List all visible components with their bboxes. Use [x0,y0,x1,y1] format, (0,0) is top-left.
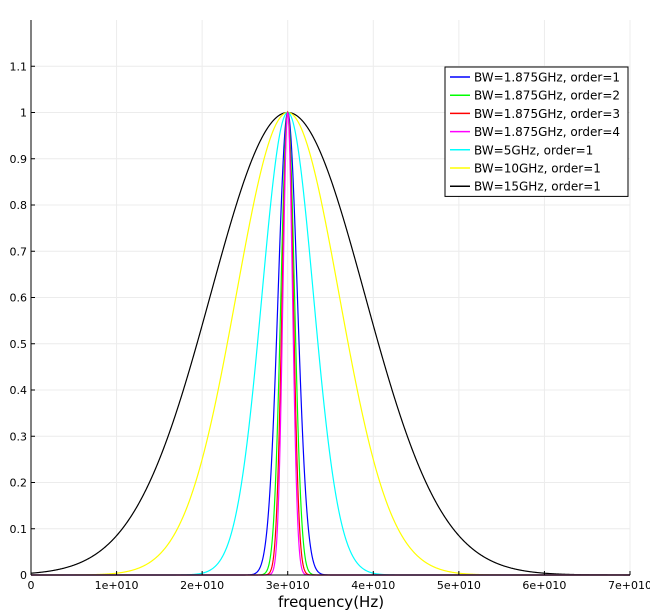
y-tick-label: 0.4 [10,384,28,397]
y-tick-label: 0.6 [10,292,28,305]
series-line-7 [30,111,630,576]
y-tick-label: 0.3 [10,430,28,443]
x-tick-label: 5e+010 [437,579,481,592]
legend-label: BW=10GHz, order=1 [474,162,601,176]
x-tick-label: 3e+010 [266,579,310,592]
x-axis-ticks: 0 1e+010 2e+010 3e+010 4e+010 5e+010 6e+010 7e+… [28,571,650,592]
legend-label: BW=1.875GHz, order=4 [474,125,620,139]
x-tick-label: 7e+010 [608,579,650,592]
y-axis-ticks: 0 0.1 0.2 0.3 0.4 0.5 0.6 0.7 0.8 0.9 1 1.1 [10,60,35,582]
y-tick-label: 0.5 [10,338,28,351]
legend-label: BW=1.875GHz, order=2 [474,89,620,103]
y-tick-label: 0.8 [10,199,28,212]
legend-box [444,66,629,197]
y-tick-label: 1.1 [10,60,28,73]
x-tick-label: 1e+010 [95,579,139,592]
legend-label: BW=1.875GHz, order=1 [474,71,620,85]
x-tick-label: 0 [28,579,35,592]
legend-label: BW=15GHz, order=1 [474,180,601,194]
y-tick-label: 0.9 [10,153,28,166]
y-tick-label: 1 [20,107,27,120]
y-tick-label: 0.1 [10,523,28,536]
x-tick-label: 2e+010 [180,579,224,592]
legend-label: BW=5GHz, order=1 [474,143,593,157]
y-tick-label: 0.2 [10,477,28,490]
x-axis-title: frequency(Hz) [278,593,384,611]
legend-label: BW=1.875GHz, order=3 [474,107,620,121]
legend: BW=1.875GHz, order=1 BW=1.875GHz, order=2… [444,66,629,197]
x-tick-label: 4e+010 [351,579,395,592]
y-tick-label: 0.7 [10,245,28,258]
y-tick-label: 0 [20,569,27,582]
x-tick-label: 6e+010 [522,579,566,592]
